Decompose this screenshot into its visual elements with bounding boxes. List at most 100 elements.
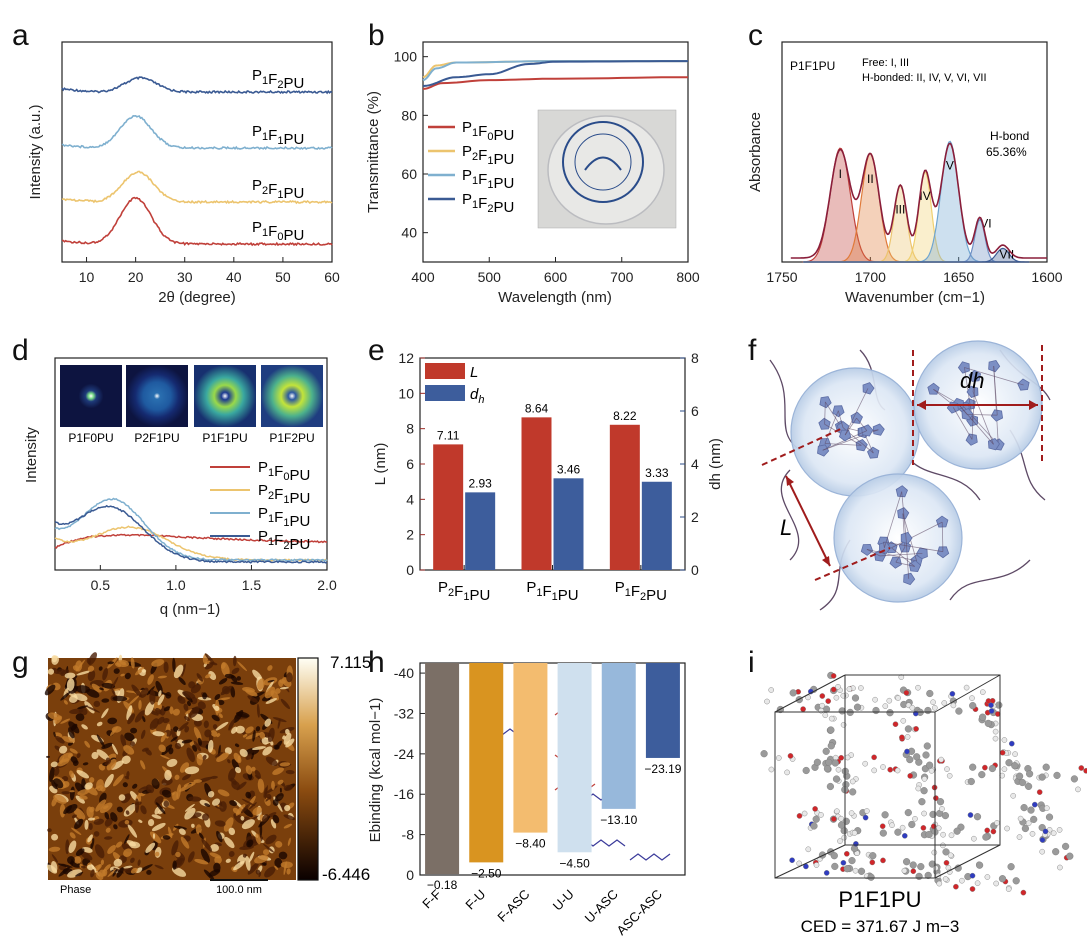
panel-h-category-label: U-ASC (582, 887, 621, 926)
afm-grain (210, 775, 218, 779)
panel-label-h: h (368, 646, 385, 679)
afm-grain (110, 726, 118, 737)
afm-grain (239, 748, 248, 757)
afm-grain (194, 859, 209, 865)
university-logo (562, 121, 644, 203)
md-atom (1025, 820, 1032, 827)
afm-grain (81, 846, 93, 853)
md-atom (984, 827, 991, 834)
afm-grain (182, 690, 196, 699)
afm-grain (245, 791, 252, 799)
L-top-guide (761, 427, 844, 466)
afm-grain (224, 836, 235, 849)
md-atom (1005, 759, 1013, 767)
afm-grain (93, 818, 105, 825)
afm-grain (173, 664, 184, 679)
panel-b-ytick-label: 60 (401, 166, 417, 182)
afm-grain (245, 765, 253, 775)
panel-h-bar-label: −0.18 (427, 878, 458, 892)
md-atom (921, 776, 928, 782)
afm-grain (219, 801, 227, 812)
hard-segment-unit (897, 507, 910, 520)
afm-grain (227, 759, 231, 764)
panel-e-legend-swatch (425, 385, 465, 401)
afm-grain (84, 819, 89, 830)
afm-grain (77, 789, 90, 796)
md-atom (933, 865, 939, 871)
afm-grain (200, 848, 210, 863)
afm-grain (151, 778, 160, 789)
md-atom (969, 872, 976, 879)
md-atom (776, 755, 782, 761)
panel-e-category-label: P1F2PU (615, 579, 667, 604)
afm-grain (91, 683, 102, 693)
md-atom (913, 726, 919, 732)
afm-grain (267, 665, 273, 671)
afm-grain (126, 705, 133, 721)
md-atom (950, 702, 957, 709)
afm-grain (183, 703, 189, 711)
afm-grain (217, 789, 230, 797)
panel-h-bar-label: −23.19 (644, 762, 681, 776)
afm-grain (231, 780, 241, 790)
afm-grain (104, 759, 112, 766)
afm-grain (154, 864, 164, 870)
md-atom (928, 768, 935, 774)
afm-grain (248, 802, 257, 810)
md-atom (988, 708, 995, 714)
md-atom (1018, 778, 1027, 787)
afm-grain (107, 845, 117, 854)
afm-grain (91, 751, 99, 760)
afm-grain (210, 730, 218, 737)
afm-grain (102, 805, 109, 810)
afm-grain (104, 773, 114, 788)
md-atom (922, 751, 930, 759)
md-atom (871, 754, 877, 761)
asc-sketch (629, 853, 671, 861)
md-atom (768, 766, 775, 773)
panel-d-series-line (54, 533, 328, 549)
afm-grain (158, 690, 162, 697)
panel-d-legend-label: P1F2PU (258, 528, 310, 553)
md-atom (902, 833, 908, 839)
panel-h-bar (425, 663, 460, 875)
afm-grain (124, 732, 135, 742)
afm-grain (149, 689, 156, 705)
panel-a-ylabel: Intensity (a.u.) (27, 104, 44, 199)
md-atom (833, 694, 840, 701)
afm-grain (164, 769, 172, 781)
afm-grain (195, 824, 202, 835)
md-atom (920, 825, 927, 831)
panel-b-series-line (422, 60, 688, 79)
afm-grain (262, 862, 267, 866)
md-atom (923, 742, 931, 750)
md-atom (947, 852, 954, 859)
afm-grain (125, 690, 136, 693)
panel-e-ytick-left-label: 8 (406, 421, 414, 437)
panel-e-bar (465, 492, 496, 570)
md-atom (864, 808, 870, 814)
panel-label-b: b (368, 19, 385, 52)
afm-grain (270, 819, 277, 829)
afm-grain (84, 782, 93, 790)
afm-grain (236, 711, 250, 718)
panel-label-a: a (12, 19, 29, 52)
afm-grain (264, 866, 276, 878)
hard-segment-unit (860, 543, 874, 556)
afm-grain (61, 736, 76, 743)
afm-grain (215, 751, 223, 758)
md-atom (915, 872, 923, 881)
md-atom (1052, 848, 1060, 856)
afm-grain (147, 819, 155, 827)
md-atom (835, 766, 842, 773)
md-atom (862, 760, 869, 767)
afm-grain (130, 741, 136, 747)
afm-grain (81, 724, 88, 730)
hard-segment-link (972, 391, 994, 445)
md-atom (849, 778, 856, 785)
hard-segment-link (993, 365, 998, 416)
afm-grain (225, 858, 231, 863)
md-atom (908, 820, 916, 829)
afm-grain (204, 662, 214, 670)
